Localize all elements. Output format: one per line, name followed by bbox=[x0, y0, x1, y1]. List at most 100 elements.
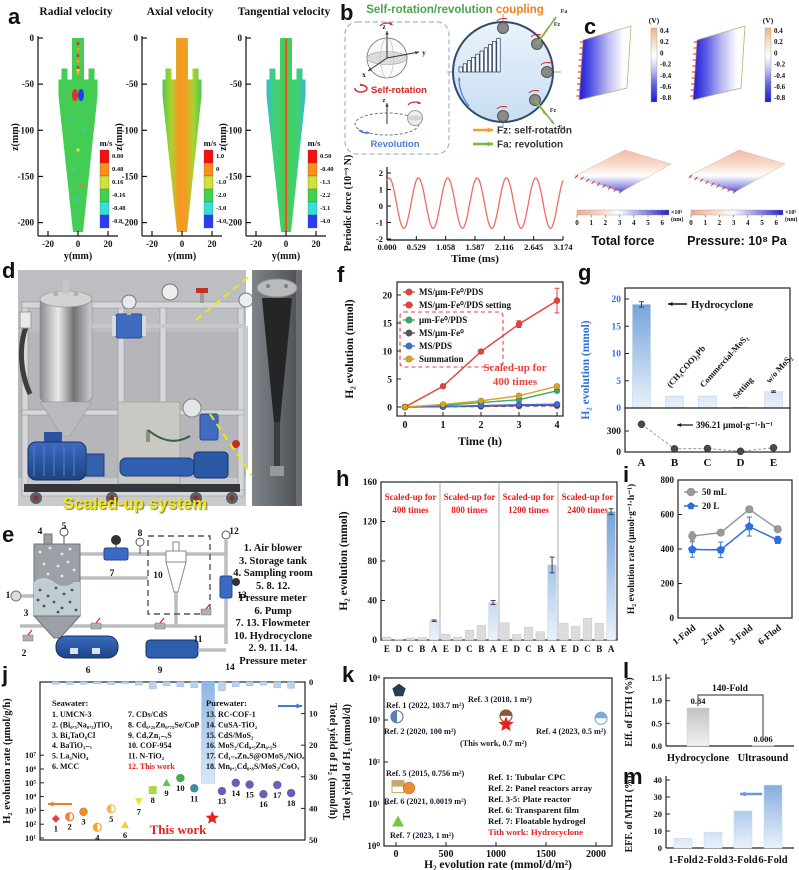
svg-text:Fz: Fz bbox=[554, 22, 561, 28]
colorbar: m/s 1.0 0 -1.0 -2.0 -3.0 -4.0 bbox=[204, 138, 226, 229]
svg-text:40: 40 bbox=[654, 775, 663, 785]
series-50 mL bbox=[688, 505, 782, 541]
svg-text:0: 0 bbox=[403, 420, 408, 431]
svg-text:20: 20 bbox=[104, 239, 114, 249]
svg-text:Periodic force (10⁻⁹ N): Periodic force (10⁻⁹ N) bbox=[343, 155, 354, 252]
svg-text:9. CdₓZn₁₋ₓS: 9. CdₓZn₁₋ₓS bbox=[128, 731, 172, 740]
svg-text:Hydrocyclone: Hydrocyclone bbox=[667, 753, 730, 764]
legend-line: 7. 13. Flowmeter bbox=[235, 618, 311, 629]
svg-text:-50: -50 bbox=[126, 79, 138, 89]
svg-text:(nm): (nm) bbox=[785, 216, 797, 223]
svg-text:0.529: 0.529 bbox=[407, 242, 426, 252]
svg-text:0.4: 0.4 bbox=[660, 27, 669, 35]
panel-f-h2-evolution-chart: 0 5 10 15 20 0 1 2 3 4 Time (h) H₂ evolution (mmol)… bbox=[344, 281, 564, 448]
svg-text:0.000: 0.000 bbox=[377, 242, 396, 252]
svg-text:3-Fold: 3-Fold bbox=[728, 855, 757, 866]
svg-text:13. RC-COF-1: 13. RC-COF-1 bbox=[206, 710, 256, 719]
svg-text:-0.4: -0.4 bbox=[660, 72, 672, 80]
svg-text:-0.6: -0.6 bbox=[660, 83, 672, 91]
svg-text:x: x bbox=[362, 71, 366, 79]
svg-text:0.5: 0.5 bbox=[651, 718, 662, 728]
svg-text:Time (h): Time (h) bbox=[458, 434, 502, 448]
svg-text:H₂ evolution rate (mmol/d/m²): H₂ evolution rate (mmol/d/m²) bbox=[424, 859, 572, 870]
panel-i-rate-chart: 0 200 400 600 800 50 mL 20 L 1-Fold 2-Fold 3-Fold… bbox=[626, 475, 793, 648]
svg-text:Total force: Total force bbox=[592, 234, 655, 248]
svg-text:Fa: revolution: Fa: revolution bbox=[497, 140, 563, 151]
svg-text:0: 0 bbox=[394, 849, 399, 860]
svg-text:-2.0: -2.0 bbox=[216, 192, 226, 199]
svg-text:5: 5 bbox=[616, 377, 621, 387]
svg-text:600: 600 bbox=[661, 510, 675, 520]
svg-text:20 L: 20 L bbox=[702, 501, 719, 511]
svg-text:Seawater:: Seawater: bbox=[52, 698, 89, 708]
svg-text:0.2: 0.2 bbox=[774, 38, 783, 46]
legend-line: Pressure meter bbox=[239, 593, 307, 604]
svg-text:8. Cd₀.₂₅Zn₀.₇₅Se/CoP: 8. Cd₀.₂₅Zn₀.₇₅Se/CoP bbox=[128, 720, 199, 729]
periodic-force-plot: 2 1 0 -1 -20.000 0.529 1.058 1.587 2.116 2.645 3.1… bbox=[343, 155, 573, 265]
legend-line: 4. Sampling room bbox=[233, 568, 313, 579]
svg-text:0: 0 bbox=[76, 239, 81, 249]
svg-text:7: 7 bbox=[137, 806, 142, 816]
svg-text:Fz: Fz bbox=[550, 108, 557, 114]
svg-text:10¹: 10¹ bbox=[25, 833, 37, 843]
svg-text:14: 14 bbox=[232, 788, 241, 798]
schematic-legend: 1. Air blower 3. Storage tank 4. Samplin… bbox=[213, 543, 333, 668]
svg-text:-2.2: -2.2 bbox=[320, 192, 330, 199]
svg-text:0.80: 0.80 bbox=[112, 153, 123, 160]
svg-text:MS/PDS: MS/PDS bbox=[419, 341, 452, 351]
svg-text:-0.2: -0.2 bbox=[774, 61, 786, 69]
svg-text:0: 0 bbox=[658, 843, 662, 853]
svg-text:1: 1 bbox=[6, 591, 11, 601]
svg-text:0: 0 bbox=[689, 219, 693, 227]
svg-text:MS/μm-Fe⁰/PDS setting: MS/μm-Fe⁰/PDS setting bbox=[419, 300, 511, 310]
chart: 10⁰ 10¹ 10² 10³ 10⁴ 0 500 1000 1500 2000 Ref. 1 (2… bbox=[342, 673, 613, 870]
svg-text:-100: -100 bbox=[226, 125, 243, 135]
svg-text:10: 10 bbox=[153, 571, 163, 581]
svg-text:E: E bbox=[443, 644, 449, 654]
axes: 0-50-100-150-200-20 0 20z(mm)y(mm) bbox=[114, 33, 222, 262]
svg-text:Scaled-up for: Scaled-up for bbox=[444, 492, 496, 502]
svg-text:Ref. 7: Floatable hydrogel: Ref. 7: Floatable hydrogel bbox=[488, 816, 586, 826]
svg-text:-0.16: -0.16 bbox=[112, 192, 126, 199]
svg-text:2: 2 bbox=[379, 168, 383, 178]
svg-text:1.058: 1.058 bbox=[436, 242, 455, 252]
svg-text:MS/μm-Fe⁰/PDS: MS/μm-Fe⁰/PDS bbox=[419, 287, 483, 297]
colorbar: m/s 0.80 0.48 0.16 -0.16 -0.48 -0.8 bbox=[100, 138, 126, 229]
svg-text:17: 17 bbox=[273, 790, 282, 800]
svg-text:6: 6 bbox=[774, 219, 778, 227]
svg-text:0: 0 bbox=[372, 636, 377, 646]
svg-text:160: 160 bbox=[363, 478, 378, 488]
svg-text:-50: -50 bbox=[22, 79, 34, 89]
svg-text:C: C bbox=[704, 457, 712, 469]
svg-text:1: 1 bbox=[589, 219, 593, 227]
svg-text:Ref. 5 (2015, 0.756 m²): Ref. 5 (2015, 0.756 m²) bbox=[386, 769, 464, 778]
svg-text:MS/μm-Fe⁰: MS/μm-Fe⁰ bbox=[419, 328, 464, 338]
svg-text:y(mm): y(mm) bbox=[64, 251, 92, 262]
svg-text:0: 0 bbox=[134, 33, 139, 43]
legend-line: 1. Air blower bbox=[243, 543, 303, 554]
svg-text:Hydrocyclone: Hydrocyclone bbox=[691, 300, 754, 311]
svg-text:2.116: 2.116 bbox=[495, 242, 514, 252]
svg-text:-1.3: -1.3 bbox=[320, 179, 331, 186]
svg-text:800: 800 bbox=[661, 475, 675, 485]
svg-text:-0.2: -0.2 bbox=[660, 61, 672, 69]
revolution-circle: Fz Fa Fz Fa bbox=[447, 9, 567, 131]
svg-text:-20: -20 bbox=[42, 239, 54, 249]
svg-text:1-Fold: 1-Fold bbox=[668, 855, 697, 866]
svg-text:3: 3 bbox=[618, 219, 622, 227]
svg-text:0: 0 bbox=[309, 677, 313, 687]
svg-text:-100: -100 bbox=[18, 125, 35, 135]
svg-text:Self-rotation: Self-rotation bbox=[371, 85, 427, 96]
svg-text:18: 18 bbox=[287, 798, 296, 808]
svg-text:15: 15 bbox=[245, 790, 254, 800]
svg-text:10¹: 10¹ bbox=[368, 799, 380, 809]
svg-text:0: 0 bbox=[387, 404, 392, 414]
svg-text:Fa: Fa bbox=[561, 9, 568, 15]
chart: 0 5 10 15 20 0 1 2 3 4 Time (h) H₂ evolution (mmol)… bbox=[344, 281, 564, 448]
svg-text:1-Fold: 1-Fold bbox=[671, 623, 699, 648]
svg-text:30: 30 bbox=[309, 772, 318, 782]
svg-text:-1.0: -1.0 bbox=[216, 179, 226, 186]
svg-text:-2: -2 bbox=[376, 234, 383, 244]
svg-text:-150: -150 bbox=[18, 171, 35, 181]
